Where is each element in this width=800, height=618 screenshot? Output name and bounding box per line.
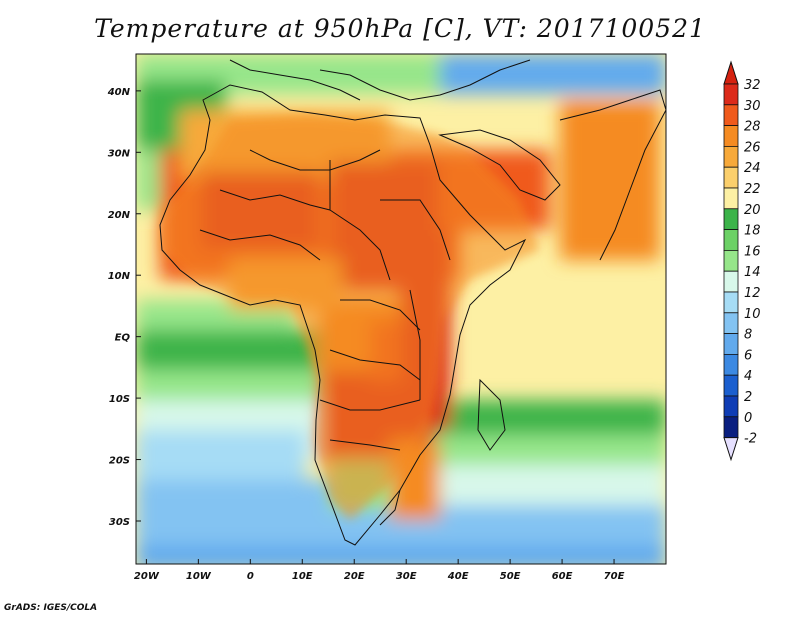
colorbar-label: 26 bbox=[744, 140, 761, 155]
chart-title: Temperature at 950hPa [C], VT: 201710052… bbox=[94, 14, 706, 43]
x-axis-ticks: 20W 10W 0 10E 20E 30E 40E 50E 60E 70E bbox=[134, 559, 625, 582]
colorbar-swatch bbox=[723, 353, 739, 376]
colorbar-label: 22 bbox=[744, 182, 761, 197]
x-tick-label: 50E bbox=[500, 571, 521, 582]
x-tick-label: 10W bbox=[186, 571, 212, 582]
colorbar-label: 16 bbox=[744, 244, 761, 259]
x-tick-label: 70E bbox=[604, 571, 625, 582]
colorbar-bottom-arrow bbox=[723, 437, 739, 462]
colorbar-swatch bbox=[723, 208, 739, 231]
colorbar-label: 18 bbox=[744, 224, 761, 239]
colorbar-label: 28 bbox=[744, 120, 761, 135]
colorbar-swatch bbox=[723, 416, 739, 438]
x-tick-label: 10E bbox=[292, 571, 313, 582]
colorbar-label: 12 bbox=[744, 286, 761, 301]
colorbar-swatch bbox=[723, 249, 739, 272]
x-tick-label: 60E bbox=[552, 571, 573, 582]
colorbar-label: 14 bbox=[744, 265, 761, 280]
colorbar-label: 20 bbox=[744, 203, 761, 218]
colorbar-label: -2 bbox=[744, 432, 757, 447]
y-tick-label: EQ bbox=[115, 333, 131, 344]
colorbar-label: 10 bbox=[744, 307, 761, 322]
y-tick-label: 20S bbox=[109, 456, 130, 467]
colorbar-label: 8 bbox=[744, 328, 752, 343]
colorbar-label: 6 bbox=[744, 348, 752, 363]
colorbar-swatch bbox=[723, 229, 739, 251]
colorbar-label: 0 bbox=[744, 411, 752, 426]
colorbar-label: 30 bbox=[744, 99, 761, 114]
colorbar-swatch bbox=[723, 145, 739, 168]
colorbar-label: 4 bbox=[744, 369, 752, 384]
colorbar-swatch bbox=[723, 312, 739, 334]
y-tick-label: 20N bbox=[108, 210, 131, 221]
colorbar-swatch bbox=[723, 187, 739, 210]
colorbar-label: 32 bbox=[744, 78, 761, 93]
x-tick-label: 40E bbox=[447, 571, 469, 582]
colorbar-swatch bbox=[723, 125, 739, 147]
y-axis-ticks: 40N 30N 20N 10N EQ 10S 20S 30S bbox=[107, 87, 141, 528]
y-tick-label: 30S bbox=[109, 517, 130, 528]
y-tick-label: 30N bbox=[108, 148, 131, 159]
colorbar-swatch bbox=[723, 166, 739, 189]
y-tick-label: 10S bbox=[109, 394, 130, 405]
temperature-field bbox=[136, 54, 666, 564]
x-tick-label: 20E bbox=[344, 571, 365, 582]
colorbar-swatch bbox=[723, 104, 739, 127]
colorbar-swatch bbox=[723, 395, 739, 418]
colorbar-swatch bbox=[723, 83, 739, 106]
colorbar-label: 2 bbox=[744, 390, 752, 405]
coastlines bbox=[159, 59, 666, 546]
y-tick-label: 40N bbox=[107, 87, 131, 98]
colorbar-swatch bbox=[723, 374, 739, 397]
colorbar-swatch bbox=[723, 291, 739, 314]
colorbar-swatch bbox=[723, 333, 739, 355]
x-tick-label: 30E bbox=[396, 571, 417, 582]
colorbar-swatch bbox=[723, 270, 739, 293]
x-tick-label: 20W bbox=[134, 571, 160, 582]
credit-text: GrADS: IGES/COLA bbox=[4, 603, 98, 613]
y-tick-label: 10N bbox=[108, 271, 131, 282]
colorbar-top-arrow bbox=[723, 60, 739, 85]
plot-frame bbox=[135, 53, 667, 565]
colorbar-label: 24 bbox=[744, 161, 761, 176]
x-tick-label: 0 bbox=[247, 571, 254, 582]
